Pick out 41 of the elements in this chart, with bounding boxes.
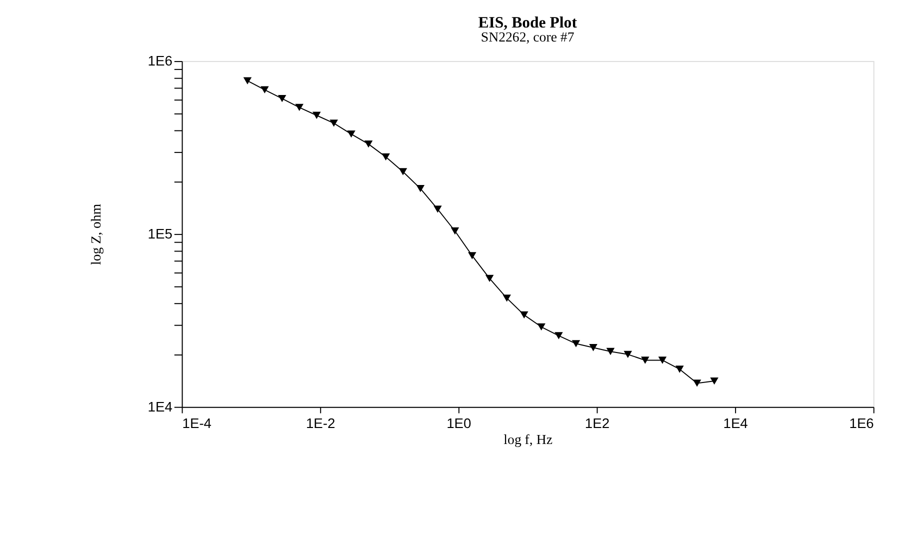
- point: [589, 344, 598, 352]
- y-axis-title: log Z, ohm: [88, 204, 104, 265]
- point: [295, 104, 304, 112]
- y-tick-label: 1E6: [148, 52, 173, 68]
- point: [485, 274, 494, 282]
- point: [641, 356, 650, 364]
- point: [572, 340, 580, 348]
- point: [450, 227, 460, 235]
- point: [416, 184, 425, 192]
- point: [537, 323, 546, 330]
- point: [382, 153, 390, 160]
- x-tick-label: 1E-2: [306, 415, 336, 432]
- point: [398, 168, 408, 176]
- point: [278, 94, 286, 102]
- chart-subtitle: SN2262, core #7: [480, 29, 574, 44]
- point: [434, 206, 442, 213]
- point: [347, 130, 356, 138]
- x-tick-label: 1E-4: [182, 415, 212, 432]
- point: [243, 77, 252, 84]
- chart-title: EIS, Bode Plot: [478, 14, 578, 32]
- point: [330, 120, 338, 127]
- x-tick-label: 1E2: [584, 415, 610, 432]
- point: [468, 252, 476, 260]
- point: [676, 366, 684, 373]
- x-tick-label: 1E4: [723, 415, 748, 432]
- x-tick-label: 1E0: [446, 415, 472, 432]
- point: [502, 294, 511, 302]
- y-tick-label: 1E5: [148, 225, 173, 242]
- point: [554, 332, 563, 340]
- point: [312, 112, 321, 119]
- point: [624, 350, 632, 358]
- x-axis-title: log f, Hz: [504, 432, 552, 447]
- point: [520, 311, 528, 319]
- point: [658, 356, 667, 364]
- y-tick-label: 1E4: [148, 398, 173, 414]
- x-tick-label: 1E6: [849, 415, 874, 432]
- point: [260, 86, 269, 94]
- point: [606, 348, 615, 356]
- point: [364, 140, 373, 148]
- point: [710, 377, 718, 385]
- point: [692, 380, 702, 387]
